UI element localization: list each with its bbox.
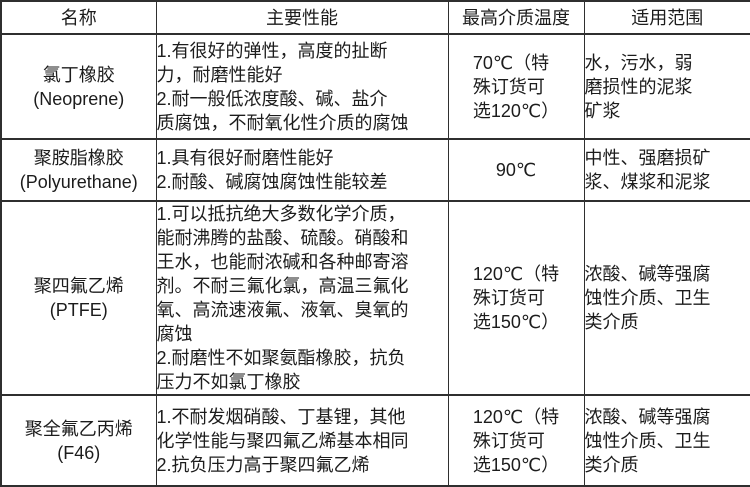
application-cell: 浓酸、碱等强腐 蚀性介质、卫生 类介质 (583, 200, 750, 396)
performance-cell: 1.具有很好耐磨性能好 2.耐酸、碱腐蚀腐蚀性能较差 (155, 138, 449, 202)
table-row-polyurethane: 聚胺脂橡胶 (Polyurethane) 1.具有很好耐磨性能好 2.耐酸、碱腐… (0, 138, 750, 202)
column-header-performance: 主要性能 (155, 0, 449, 35)
performance-cell: 1.不耐发烟硝酸、丁基锂，其他 化学性能与聚四氟乙烯基本相同 2.抗负压力高于聚… (155, 394, 449, 487)
header-row: 名称 主要性能 最高介质温度 适用范围 (0, 0, 750, 35)
material-name-cell: 聚全氟乙丙烯 (F46) (0, 394, 157, 487)
max-temp-text: 70℃（特 殊订货可 选120℃） (472, 52, 560, 121)
column-header-name: 名称 (0, 0, 157, 35)
max-temp-cell: 120℃（特 殊订货可 选150℃） (447, 200, 585, 396)
max-temp-cell: 120℃（特 殊订货可 选150℃） (447, 394, 585, 487)
column-header-max-temp: 最高介质温度 (447, 0, 585, 35)
table-row-neoprene: 氯丁橡胶 (Neoprene) 1.有很好的弹性，高度的扯断 力，耐磨性能好 2… (0, 33, 750, 140)
performance-cell: 1.可以抵抗绝大多数化学介质， 能耐沸腾的盐酸、硫酸。硝酸和 王水，也能耐浓碱和… (155, 200, 449, 396)
max-temp-text: 90℃ (495, 160, 537, 180)
column-header-application: 适用范围 (583, 0, 750, 35)
max-temp-text: 120℃（特 殊订货可 选150℃） (472, 264, 560, 332)
material-name-cell: 聚四氟乙烯 (PTFE) (0, 200, 157, 396)
application-cell: 水，污水，弱 磨损性的泥浆 矿浆 (583, 33, 750, 140)
material-name-cell: 氯丁橡胶 (Neoprene) (0, 33, 157, 140)
material-name-cell: 聚胺脂橡胶 (Polyurethane) (0, 138, 157, 202)
application-cell: 中性、强磨损矿 浆、煤浆和泥浆 (583, 138, 750, 202)
max-temp-cell: 90℃ (447, 138, 585, 202)
table-row-ptfe: 聚四氟乙烯 (PTFE) 1.可以抵抗绝大多数化学介质， 能耐沸腾的盐酸、硫酸。… (0, 200, 750, 396)
application-cell: 浓酸、碱等强腐 蚀性介质、卫生 类介质 (583, 394, 750, 487)
table-row-f46: 聚全氟乙丙烯 (F46) 1.不耐发烟硝酸、丁基锂，其他 化学性能与聚四氟乙烯基… (0, 394, 750, 487)
max-temp-cell: 70℃（特 殊订货可 选120℃） (447, 33, 585, 140)
max-temp-text: 120℃（特 殊订货可 选150℃） (472, 406, 560, 475)
performance-cell: 1.有很好的弹性，高度的扯断 力，耐磨性能好 2.耐一般低浓度酸、碱、盐介 质腐… (155, 33, 449, 140)
